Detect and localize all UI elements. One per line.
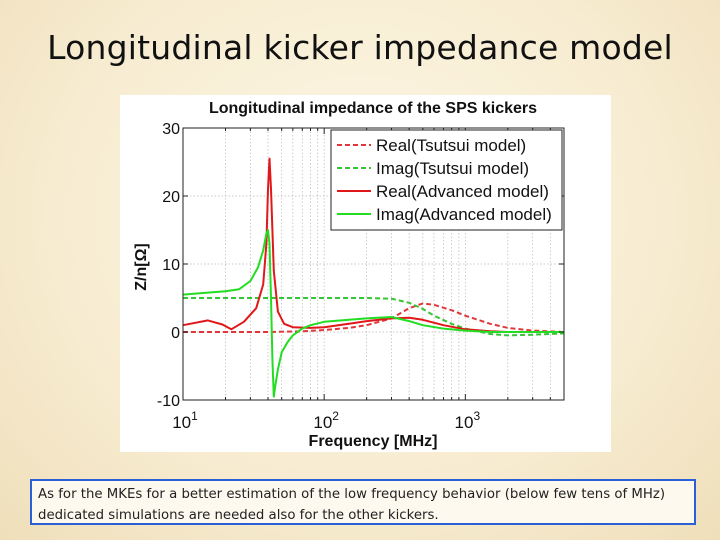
series-line-3 xyxy=(182,157,564,333)
y-axis-label: Z/n[Ω] xyxy=(133,243,150,290)
y-tick-label: -10 xyxy=(157,393,180,410)
series-lines xyxy=(182,157,565,398)
legend: Real(Tsutsui model) Imag(Tsutsui model) Re… xyxy=(330,129,563,231)
legend-label-1: Real(Tsutsui model) xyxy=(376,136,526,155)
series-line-4 xyxy=(182,229,564,398)
legend-label-2: Imag(Tsutsui model) xyxy=(376,159,529,178)
axes: -10 0 10 20 30 101 102 103 xyxy=(157,121,565,432)
chart-figure: Longitudinal impedance of the SPS kicker… xyxy=(120,95,611,452)
series-line-1 xyxy=(183,302,565,333)
chart-title: Longitudinal impedance of the SPS kicker… xyxy=(209,100,537,117)
y-tick-label: 20 xyxy=(162,189,180,206)
x-tick-label: 101 xyxy=(172,409,198,432)
y-tick-label: 30 xyxy=(162,121,180,138)
series-line-2 xyxy=(183,297,565,337)
x-tick-label: 102 xyxy=(313,409,339,432)
legend-label-4: Imag(Advanced model) xyxy=(376,205,552,224)
slide-title: Longitudinal kicker impedance model xyxy=(47,28,673,67)
x-tick-label: 103 xyxy=(455,409,481,432)
caption-box: As for the MKEs for a better estimation … xyxy=(30,479,696,525)
y-tick-label: 10 xyxy=(162,257,180,274)
legend-label-3: Real(Advanced model) xyxy=(376,182,549,201)
x-axis-label: Frequency [MHz] xyxy=(309,433,438,450)
y-tick-label: 0 xyxy=(171,325,180,342)
impedance-chart: Longitudinal impedance of the SPS kicker… xyxy=(133,100,565,450)
